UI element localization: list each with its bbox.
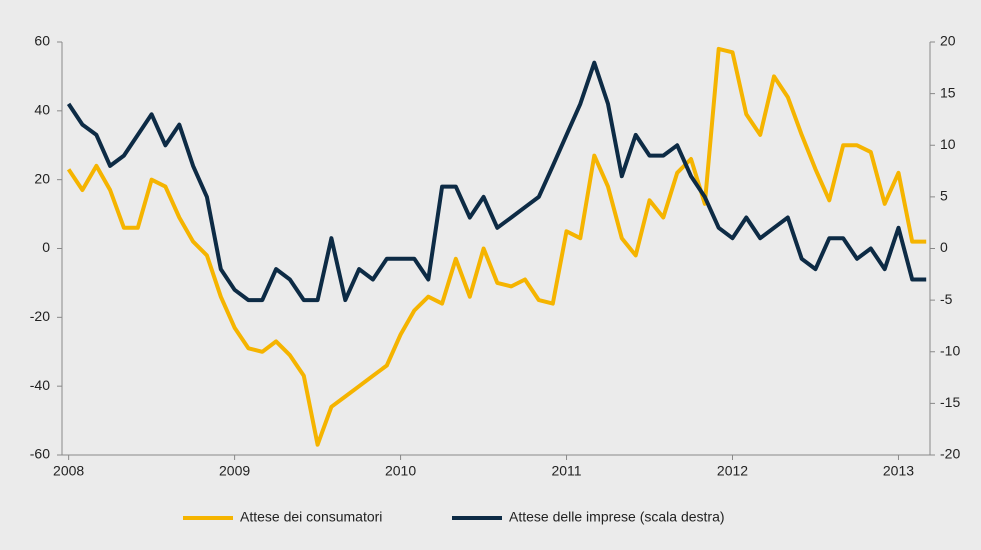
y-tick-label: -40 <box>30 377 50 393</box>
y2-tick-label: 5 <box>940 188 948 204</box>
x-tick-label: 2012 <box>717 463 748 479</box>
legend-label: Attese dei consumatori <box>240 509 382 525</box>
legend-label: Attese delle imprese (scala destra) <box>509 509 725 525</box>
series-line <box>66 46 927 447</box>
x-tick-label: 2013 <box>883 463 914 479</box>
y2-tick-label: 0 <box>940 239 948 255</box>
x-tick-label: 2008 <box>53 463 84 479</box>
x-tick-label: 2010 <box>385 463 416 479</box>
y-tick-label: -20 <box>30 308 50 324</box>
y-tick-label: 20 <box>34 170 50 186</box>
y2-tick-label: 20 <box>940 33 956 49</box>
x-tick-label: 2011 <box>551 463 581 479</box>
y2-tick-label: -15 <box>940 394 960 410</box>
x-tick-label: 2009 <box>219 463 250 479</box>
y-tick-label: 40 <box>34 102 50 118</box>
y2-tick-label: 10 <box>940 136 956 152</box>
y2-tick-label: -5 <box>940 291 953 307</box>
y2-tick-label: -20 <box>940 446 960 462</box>
y-tick-label: 0 <box>42 239 50 255</box>
y2-tick-label: -10 <box>940 342 960 358</box>
y2-tick-label: 15 <box>940 84 956 100</box>
y-tick-label: 60 <box>34 33 50 49</box>
y-tick-label: -60 <box>30 446 50 462</box>
series-line <box>66 60 927 303</box>
